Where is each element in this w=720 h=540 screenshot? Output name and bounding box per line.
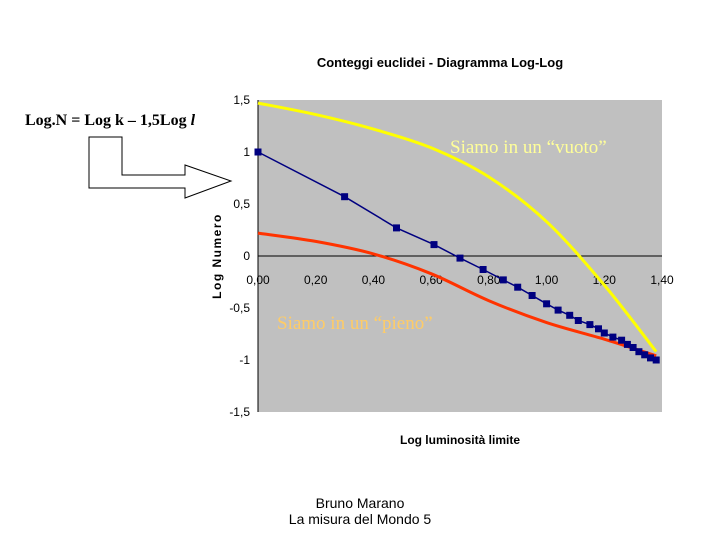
annotation-vuoto: Siamo in un “vuoto”	[450, 137, 607, 158]
annotation-pieno: Siamo in un “pieno”	[277, 313, 433, 334]
chart-title: Conteggi euclidei - Diagramma Log-Log	[317, 55, 563, 70]
formula-text: Log.N = Log k – 1,5Log l	[25, 112, 196, 129]
y-tick-label: -1	[239, 353, 250, 367]
data-point	[623, 340, 631, 348]
data-point	[652, 356, 660, 364]
footer-subtitle: La misura del Mondo 5	[288, 511, 432, 527]
data-point	[600, 329, 608, 337]
data-point	[393, 224, 400, 232]
data-point	[647, 354, 654, 362]
data-point	[629, 344, 637, 351]
y-tick-label: -0,5	[229, 301, 250, 315]
formula-variable: l	[191, 112, 196, 129]
y-tick-label: 1,5	[233, 93, 250, 107]
data-point	[543, 300, 551, 308]
data-point	[554, 306, 562, 314]
arrow-icon	[88, 136, 233, 199]
x-axis-label: Log luminosità limite	[400, 433, 520, 447]
x-tick-label: 0,40	[362, 273, 386, 287]
y-axis-label: Log Numero	[210, 213, 224, 299]
data-point	[641, 351, 649, 359]
data-point	[618, 336, 626, 344]
y-tick-labels: 1,5 1 0,5 0 -0,5 -1 -1,5	[229, 93, 250, 419]
data-point	[586, 321, 594, 329]
footer: Bruno Marano La misura del Mondo 5	[250, 495, 470, 527]
data-point	[609, 333, 617, 341]
data-point	[528, 292, 536, 299]
formula-prefix: Log.N = Log k – 1,5Log	[25, 112, 191, 129]
data-point	[574, 317, 582, 324]
series-markers	[254, 148, 660, 364]
data-point	[499, 276, 507, 284]
x-tick-label: 1,00	[535, 273, 559, 287]
y-tick-label: 0	[243, 249, 250, 263]
y-tick-label: 1	[243, 145, 250, 159]
data-point	[341, 193, 349, 201]
x-tick-label: 0,80	[477, 273, 501, 287]
data-point	[566, 311, 574, 319]
x-tick-label: 0,20	[304, 273, 328, 287]
y-tick-label: 0,5	[233, 197, 250, 211]
data-point	[479, 266, 487, 273]
series-pieno-curve	[257, 231, 657, 358]
data-point	[456, 254, 464, 262]
series-vuoto-curve	[257, 101, 658, 353]
data-point	[254, 148, 262, 156]
y-tick-label: -1,5	[229, 405, 250, 419]
data-point	[595, 325, 602, 333]
footer-author: Bruno Marano	[315, 495, 405, 511]
data-point	[514, 283, 522, 291]
x-tick-label: 1,40	[650, 273, 674, 287]
data-point	[635, 348, 643, 356]
data-point	[430, 241, 438, 249]
